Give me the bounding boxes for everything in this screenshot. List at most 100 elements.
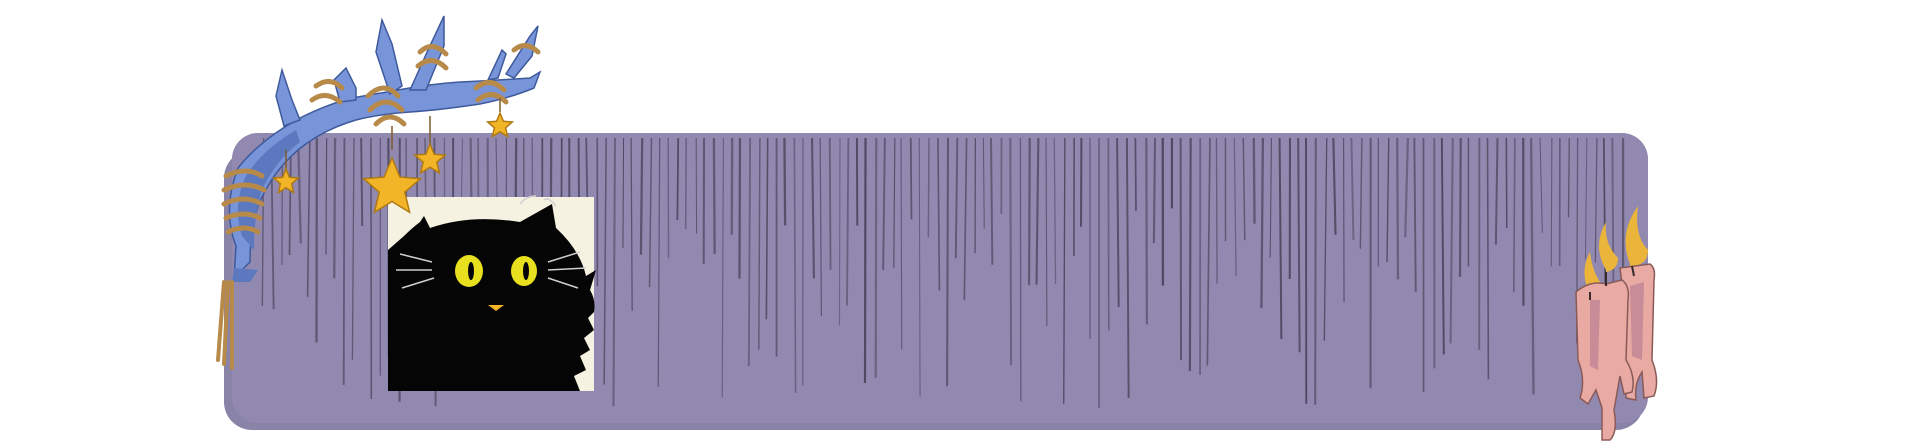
branch-fork-5 xyxy=(486,48,507,82)
drip-stripe xyxy=(1297,137,1301,353)
drip-stripe xyxy=(657,137,661,387)
drip-stripe xyxy=(900,137,903,350)
drip-stripe xyxy=(810,137,816,279)
drip-stripe xyxy=(1539,137,1543,233)
drip-stripe xyxy=(1529,137,1535,395)
cat-ear-fur xyxy=(519,195,557,207)
drip-stripe xyxy=(1215,137,1218,284)
drip-stripe xyxy=(783,137,787,226)
drip-stripe xyxy=(1458,137,1462,277)
drip-stripe xyxy=(325,137,328,255)
rope-wrap-3 xyxy=(365,85,407,127)
drip-stripe xyxy=(622,137,625,249)
cat-pupil-left xyxy=(468,262,474,280)
black-cat-icon xyxy=(388,195,596,391)
drip-stripe xyxy=(1063,137,1066,404)
cat-whisker-left xyxy=(396,253,435,289)
branch-fork-1 xyxy=(275,67,301,127)
drip-stripe xyxy=(296,137,302,244)
drip-stripe xyxy=(1278,137,1283,339)
drip-stripe xyxy=(684,137,687,229)
branch-shading xyxy=(237,130,300,250)
drip-stripe xyxy=(721,137,724,398)
drip-stripe xyxy=(676,137,680,221)
drip-stripe xyxy=(1027,137,1031,286)
drip-stripe xyxy=(954,137,959,259)
drip-stripe xyxy=(1314,137,1317,405)
drip-stripe xyxy=(1567,137,1570,218)
drip-stripe xyxy=(1323,137,1328,341)
tree-branch-icon xyxy=(216,15,542,370)
drip-stripe xyxy=(1035,137,1040,285)
cat-silhouette xyxy=(388,204,596,391)
drip-stripe xyxy=(1125,137,1130,398)
star-icon-4 xyxy=(485,111,515,139)
drip-stripe xyxy=(1134,137,1137,211)
rope-wrap-5 xyxy=(473,80,509,105)
branch-fork-6 xyxy=(504,25,539,79)
drip-stripe xyxy=(793,137,797,393)
drip-stripe xyxy=(648,137,653,288)
star-icon-3 xyxy=(412,142,448,175)
drip-stripe xyxy=(1440,137,1445,355)
drip-stripe xyxy=(1009,137,1013,366)
drip-stripe xyxy=(963,137,968,301)
drip-stripe xyxy=(1053,137,1057,285)
rope-wrap-1 xyxy=(221,168,267,235)
candle-flame-1 xyxy=(1599,222,1618,272)
drip-stripe xyxy=(1045,137,1048,327)
drip-stripe xyxy=(1233,137,1237,276)
drip-stripe xyxy=(1584,137,1588,260)
rope-wrap-2 xyxy=(309,79,345,105)
drip-stripe xyxy=(937,137,941,291)
drip-stripe xyxy=(765,137,769,320)
drip-stripe xyxy=(758,137,761,350)
drip-stripe xyxy=(1512,137,1516,293)
drip-stripe xyxy=(909,137,913,220)
drip-stripe xyxy=(1260,137,1265,309)
candle-shading xyxy=(1590,282,1644,370)
branch-tip-shade xyxy=(232,268,258,282)
hanging-star-icon xyxy=(271,111,515,214)
branch-fork-4 xyxy=(408,15,445,91)
drip-stripe xyxy=(882,137,886,270)
drip-stripe xyxy=(1486,137,1490,380)
drip-stripe xyxy=(612,137,616,407)
drip-stripe xyxy=(1242,137,1246,241)
drip-stripe xyxy=(1449,137,1454,344)
drip-stripe xyxy=(1152,137,1157,244)
drip-stripe xyxy=(1550,137,1553,267)
drip-stripe xyxy=(1494,137,1499,245)
star-icon-1 xyxy=(271,167,301,195)
candle-wicks xyxy=(1589,265,1635,300)
drip-stripe xyxy=(846,137,850,306)
drip-stripe xyxy=(1252,137,1256,224)
drip-stripe xyxy=(1332,137,1337,235)
drip-stripe xyxy=(603,137,607,385)
branch-main xyxy=(228,70,542,280)
drip-stripe xyxy=(1188,137,1192,371)
drip-stripe xyxy=(630,137,633,311)
cat-whisker-right xyxy=(547,251,587,289)
drip-stripe xyxy=(1396,137,1400,280)
drip-stripe xyxy=(838,137,841,326)
drip-stripe xyxy=(1269,137,1273,258)
drip-stripe xyxy=(946,137,950,387)
drip-stripe xyxy=(893,137,896,268)
drip-stripe xyxy=(712,137,716,254)
cat-nose xyxy=(488,305,504,311)
drip-stripe xyxy=(918,137,921,397)
drip-stripe xyxy=(342,137,346,385)
melting-candle-icon xyxy=(1575,206,1658,441)
drip-stripe xyxy=(747,137,752,367)
candle-flame-3 xyxy=(1584,252,1600,293)
drip-stripe xyxy=(1116,137,1120,307)
drip-stripe xyxy=(819,137,822,317)
drip-stripe xyxy=(1404,137,1409,238)
drip-stripe xyxy=(874,137,878,378)
drip-stripe xyxy=(639,137,644,255)
drip-stripe xyxy=(333,137,337,279)
drip-stripe xyxy=(1145,137,1149,325)
